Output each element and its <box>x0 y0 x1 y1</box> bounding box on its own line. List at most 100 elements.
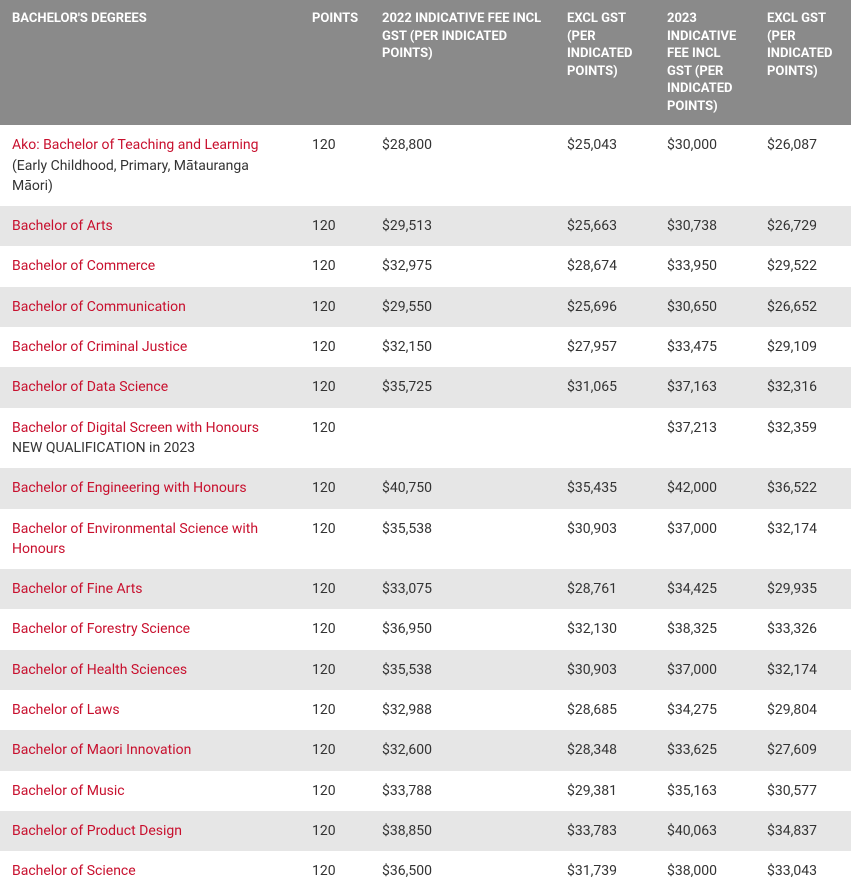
degree-link[interactable]: Bachelor of Data Science <box>12 379 168 395</box>
cell-fee22: $36,500 <box>370 851 555 891</box>
cell-points: 120 <box>300 125 370 206</box>
cell-excl22: $31,065 <box>555 367 655 407</box>
col-header-excl23: EXCL GST (PER INDICATED POINTS) <box>755 0 851 125</box>
cell-excl22: $28,674 <box>555 246 655 286</box>
cell-excl22: $25,696 <box>555 287 655 327</box>
degree-link[interactable]: Bachelor of Criminal Justice <box>12 339 187 355</box>
cell-points: 120 <box>300 246 370 286</box>
table-row: Bachelor of Criminal Justice120$32,150$2… <box>0 327 851 367</box>
cell-fee22: $36,950 <box>370 609 555 649</box>
cell-fee22: $32,975 <box>370 246 555 286</box>
degree-link[interactable]: Bachelor of Communication <box>12 299 186 315</box>
cell-excl23: $32,359 <box>755 408 851 469</box>
cell-fee23: $35,163 <box>655 771 755 811</box>
cell-excl22 <box>555 408 655 469</box>
cell-points: 120 <box>300 569 370 609</box>
cell-points: 120 <box>300 771 370 811</box>
cell-points: 120 <box>300 730 370 770</box>
degree-link[interactable]: Bachelor of Laws <box>12 702 120 718</box>
cell-excl23: $27,609 <box>755 730 851 770</box>
cell-points: 120 <box>300 408 370 469</box>
degree-link[interactable]: Bachelor of Science <box>12 863 136 879</box>
cell-excl23: $33,043 <box>755 851 851 891</box>
cell-excl22: $28,761 <box>555 569 655 609</box>
cell-excl22: $25,043 <box>555 125 655 206</box>
cell-fee22: $32,150 <box>370 327 555 367</box>
table-header-row: BACHELOR'S DEGREES POINTS 2022 INDICATIV… <box>0 0 851 125</box>
cell-fee23: $38,000 <box>655 851 755 891</box>
cell-fee22: $35,725 <box>370 367 555 407</box>
cell-fee23: $33,475 <box>655 327 755 367</box>
table-row: Ako: Bachelor of Teaching and Learning (… <box>0 125 851 206</box>
cell-fee23: $30,650 <box>655 287 755 327</box>
cell-degree: Bachelor of Product Design <box>0 811 300 851</box>
cell-fee23: $33,625 <box>655 730 755 770</box>
cell-excl22: $32,130 <box>555 609 655 649</box>
degree-note: NEW QUALIFICATION in 2023 <box>12 440 195 456</box>
cell-fee22: $33,075 <box>370 569 555 609</box>
degree-link[interactable]: Bachelor of Health Sciences <box>12 662 187 678</box>
cell-fee22: $29,513 <box>370 206 555 246</box>
table-row: Bachelor of Maori Innovation 120$32,600 $2… <box>0 730 851 770</box>
cell-fee22: $35,538 <box>370 509 555 570</box>
cell-points: 120 <box>300 287 370 327</box>
cell-fee22: $29,550 <box>370 287 555 327</box>
cell-fee22: $33,788 <box>370 771 555 811</box>
table-row: Bachelor of Communication 120$29,550$25,6… <box>0 287 851 327</box>
cell-fee22: $35,538 <box>370 650 555 690</box>
cell-fee23: $37,213 <box>655 408 755 469</box>
cell-fee22: $32,600 <box>370 730 555 770</box>
degree-link[interactable]: Bachelor of Forestry Science <box>12 621 190 637</box>
cell-fee23: $33,950 <box>655 246 755 286</box>
degree-link[interactable]: Bachelor of Arts <box>12 218 113 234</box>
cell-fee22: $28,800 <box>370 125 555 206</box>
degree-link[interactable]: Bachelor of Fine Arts <box>12 581 143 597</box>
cell-degree: Bachelor of Data Science <box>0 367 300 407</box>
degree-link[interactable]: Bachelor of Maori Innovation <box>12 742 191 758</box>
degree-link[interactable]: Ako: Bachelor of Teaching and Learning <box>12 137 259 153</box>
cell-excl23: $29,935 <box>755 569 851 609</box>
cell-points: 120 <box>300 206 370 246</box>
cell-excl22: $31,739 <box>555 851 655 891</box>
cell-points: 120 <box>300 367 370 407</box>
fees-table: BACHELOR'S DEGREES POINTS 2022 INDICATIV… <box>0 0 851 892</box>
cell-fee23: $42,000 <box>655 468 755 508</box>
cell-degree: Bachelor of Health Sciences <box>0 650 300 690</box>
table-row: Bachelor of Arts120$29,513$25,663$30,738… <box>0 206 851 246</box>
cell-excl23: $29,804 <box>755 690 851 730</box>
cell-degree: Bachelor of Fine Arts <box>0 569 300 609</box>
table-row: Bachelor of Health Sciences120$35,538$30… <box>0 650 851 690</box>
cell-points: 120 <box>300 327 370 367</box>
col-header-points: POINTS <box>300 0 370 125</box>
cell-fee22: $38,850 <box>370 811 555 851</box>
cell-points: 120 <box>300 851 370 891</box>
table-body: Ako: Bachelor of Teaching and Learning (… <box>0 125 851 891</box>
degree-link[interactable]: Bachelor of Environmental Science with H… <box>12 521 258 557</box>
cell-fee23: $34,425 <box>655 569 755 609</box>
cell-points: 120 <box>300 609 370 649</box>
cell-excl22: $28,685 <box>555 690 655 730</box>
cell-excl23: $34,837 <box>755 811 851 851</box>
cell-degree: Bachelor of Science <box>0 851 300 891</box>
degree-link[interactable]: Bachelor of Music <box>12 783 125 799</box>
col-header-excl22: EXCL GST (PER INDICATED POINTS) <box>555 0 655 125</box>
degree-link[interactable]: Bachelor of Digital Screen with Honours <box>12 420 259 436</box>
degree-link[interactable]: Bachelor of Engineering with Honours <box>12 480 247 496</box>
cell-degree: Bachelor of Forestry Science <box>0 609 300 649</box>
cell-degree: Bachelor of Commerce <box>0 246 300 286</box>
cell-fee23: $38,325 <box>655 609 755 649</box>
cell-fee23: $37,000 <box>655 509 755 570</box>
cell-fee23: $37,000 <box>655 650 755 690</box>
degree-link[interactable]: Bachelor of Commerce <box>12 258 155 274</box>
cell-excl22: $35,435 <box>555 468 655 508</box>
cell-degree: Bachelor of Criminal Justice <box>0 327 300 367</box>
cell-points: 120 <box>300 650 370 690</box>
cell-fee22: $32,988 <box>370 690 555 730</box>
cell-degree: Bachelor of Laws <box>0 690 300 730</box>
cell-excl23: $36,522 <box>755 468 851 508</box>
degree-link[interactable]: Bachelor of Product Design <box>12 823 182 839</box>
cell-excl23: $26,087 <box>755 125 851 206</box>
table-row: Bachelor of Forestry Science120$36,950$3… <box>0 609 851 649</box>
cell-fee22: $40,750 <box>370 468 555 508</box>
cell-points: 120 <box>300 811 370 851</box>
